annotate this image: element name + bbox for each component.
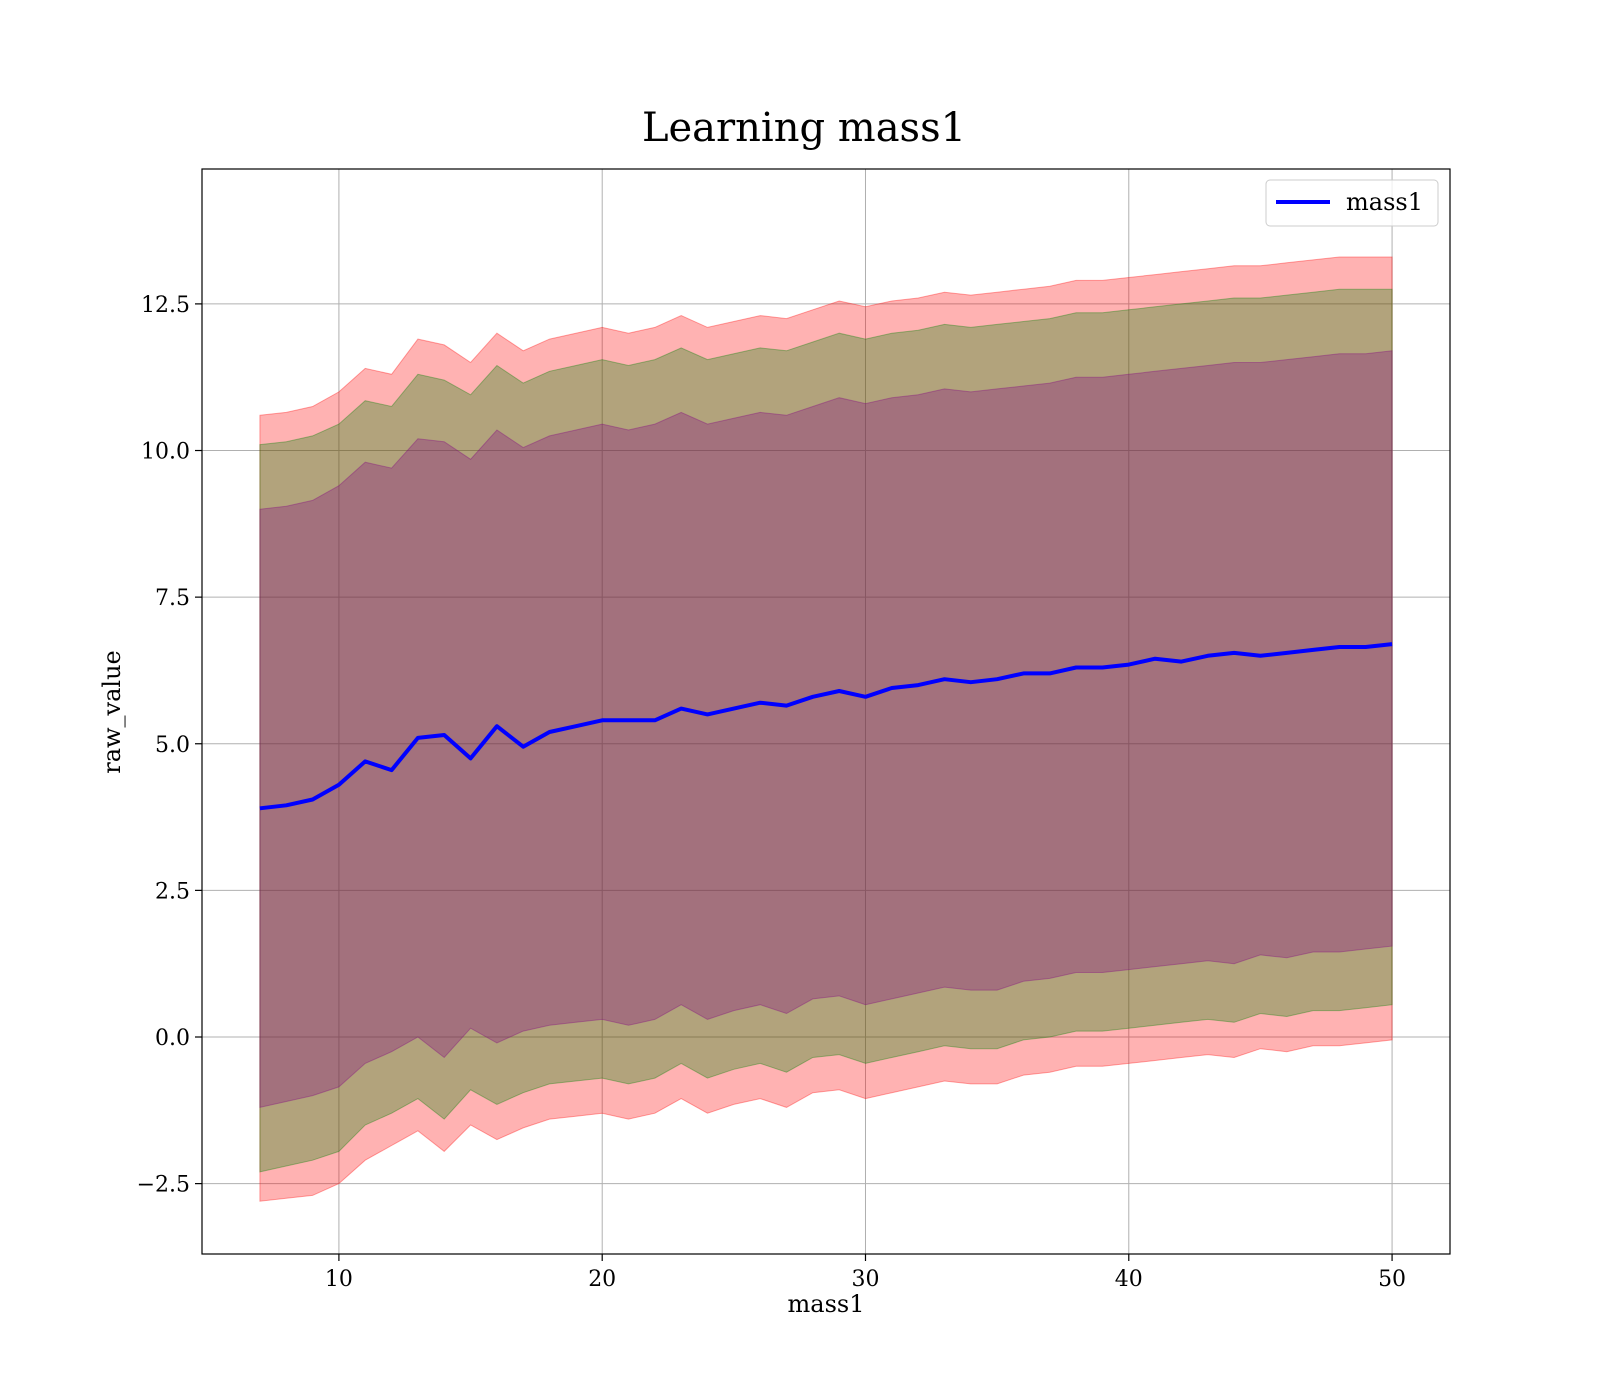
legend-box xyxy=(1265,179,1439,227)
y-tick-label: 2.5 xyxy=(155,879,190,904)
x-axis-label: mass1 xyxy=(788,1290,865,1318)
legend: mass1 xyxy=(1265,179,1439,227)
confidence-band-1 xyxy=(259,256,1393,1202)
x-tick-label: 40 xyxy=(1115,1267,1143,1292)
y-tick-label: 5.0 xyxy=(155,733,190,758)
plot-frame xyxy=(201,168,1451,1255)
x-tick-label: 50 xyxy=(1378,1267,1406,1292)
y-tick-label: 7.5 xyxy=(155,586,190,611)
x-tick-label: 20 xyxy=(588,1267,616,1292)
confidence-band-3 xyxy=(259,350,1393,1109)
series-line-mass1 xyxy=(259,642,1393,811)
y-tick-label: 10.0 xyxy=(141,440,190,465)
y-tick-label: 0.0 xyxy=(155,1026,190,1051)
grid xyxy=(202,169,1450,1254)
x-tick-label: 10 xyxy=(325,1267,353,1292)
y-axis-label: raw_value xyxy=(98,650,126,774)
axis-ticks: 10 20 30 40 50 −2.5 0.0 2.5 5.0 7.5 10.0 12.5 xyxy=(137,293,1406,1292)
chart-title: Learning mass1 xyxy=(642,105,966,151)
confidence-band-2 xyxy=(259,288,1393,1173)
y-tick-label: −2.5 xyxy=(137,1173,190,1198)
y-tick-label: 12.5 xyxy=(141,293,190,318)
series-lines xyxy=(259,642,1393,811)
x-tick-label: 30 xyxy=(851,1267,879,1292)
confidence-bands xyxy=(259,256,1393,1202)
legend-label-mass1: mass1 xyxy=(1346,188,1423,216)
